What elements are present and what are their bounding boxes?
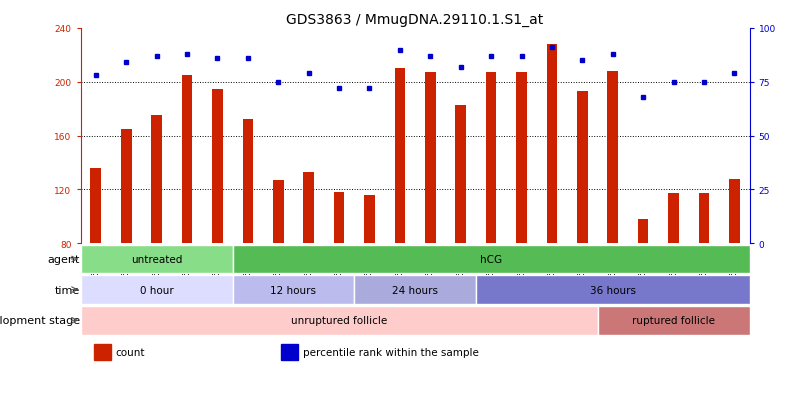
Bar <box>455 105 466 244</box>
Bar <box>668 194 679 244</box>
Text: 36 hours: 36 hours <box>590 285 636 295</box>
Text: 12 hours: 12 hours <box>271 285 317 295</box>
Bar <box>486 73 496 244</box>
Bar <box>81 306 597 335</box>
Bar <box>355 275 476 304</box>
Bar <box>303 173 314 244</box>
Bar <box>121 130 131 244</box>
Text: time: time <box>55 285 80 295</box>
Text: count: count <box>115 347 145 357</box>
Bar <box>729 179 740 244</box>
Bar <box>281 344 298 361</box>
Text: development stage: development stage <box>0 316 80 325</box>
Bar <box>334 192 344 244</box>
Bar <box>476 275 750 304</box>
Bar <box>577 92 588 244</box>
Bar <box>395 69 405 244</box>
Bar <box>516 73 527 244</box>
Text: agent: agent <box>48 254 80 264</box>
Bar <box>425 73 435 244</box>
Bar <box>273 180 284 244</box>
Text: percentile rank within the sample: percentile rank within the sample <box>303 347 479 357</box>
Text: unruptured follicle: unruptured follicle <box>291 316 387 325</box>
Bar <box>94 344 110 361</box>
Bar <box>364 195 375 244</box>
Text: untreated: untreated <box>131 254 182 264</box>
Bar <box>181 76 193 244</box>
Text: hCG: hCG <box>480 254 502 264</box>
Bar <box>638 219 649 244</box>
Text: 0 hour: 0 hour <box>139 285 173 295</box>
Bar <box>212 89 222 244</box>
Bar <box>81 245 233 274</box>
Bar <box>699 194 709 244</box>
Bar <box>233 275 355 304</box>
Bar <box>233 245 750 274</box>
Bar <box>243 120 253 244</box>
Bar <box>608 72 618 244</box>
Bar <box>546 45 557 244</box>
Title: GDS3863 / MmugDNA.29110.1.S1_at: GDS3863 / MmugDNA.29110.1.S1_at <box>286 12 544 26</box>
Bar <box>152 116 162 244</box>
Bar <box>90 169 101 244</box>
Bar <box>597 306 750 335</box>
Bar <box>81 275 233 304</box>
Text: 24 hours: 24 hours <box>392 285 438 295</box>
Text: ruptured follicle: ruptured follicle <box>632 316 715 325</box>
